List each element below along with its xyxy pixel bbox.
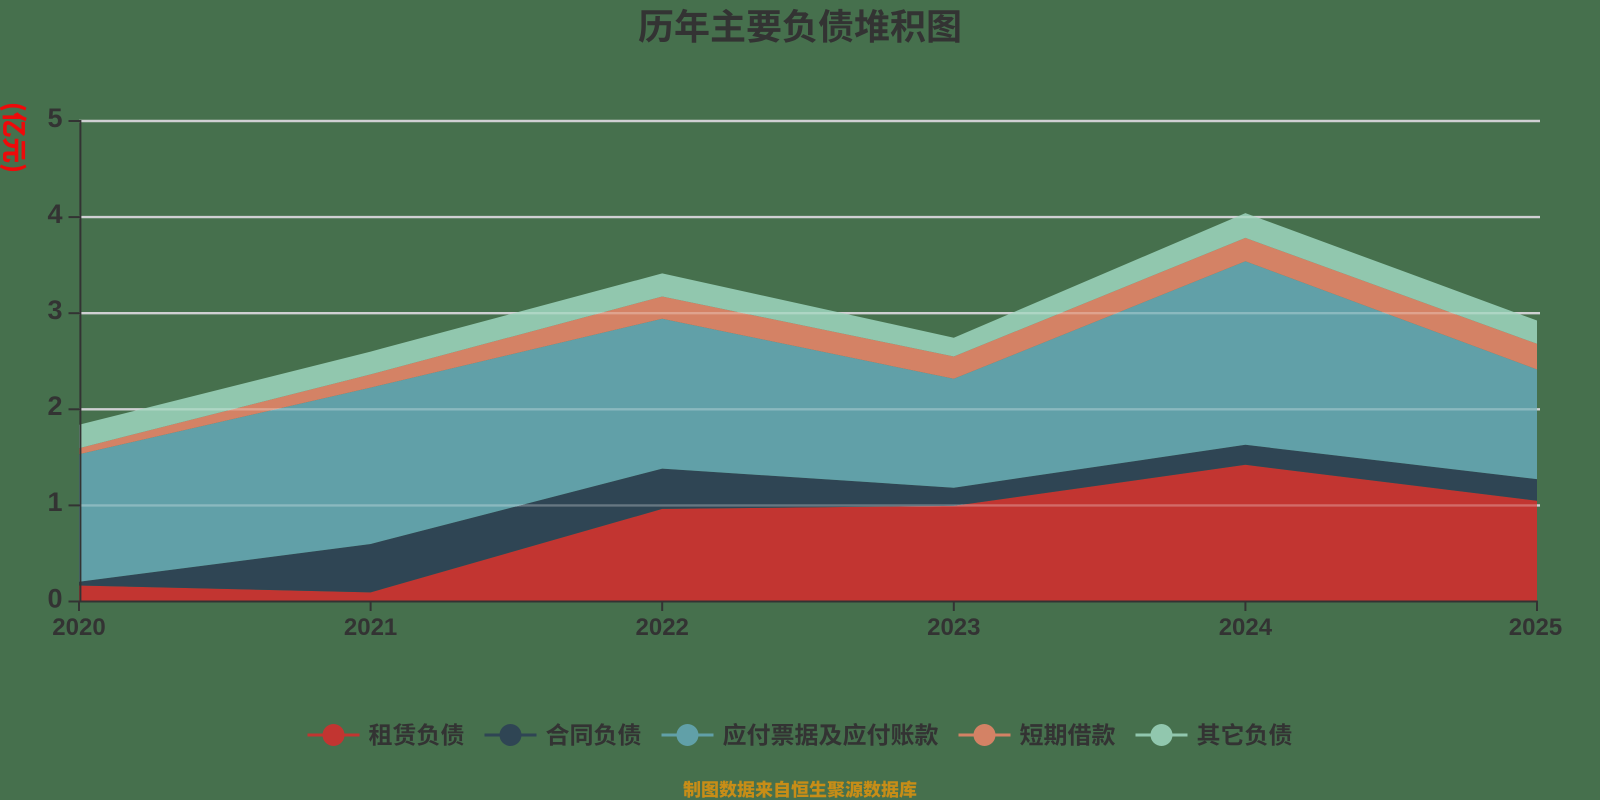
svg-text:2: 2	[47, 391, 62, 421]
svg-text:5: 5	[47, 103, 62, 133]
svg-text:3: 3	[47, 295, 62, 325]
svg-text:2020: 2020	[52, 614, 105, 641]
svg-text:4: 4	[47, 199, 62, 229]
svg-text:1: 1	[47, 487, 62, 517]
svg-text:2022: 2022	[636, 614, 689, 641]
svg-text:2023: 2023	[927, 614, 980, 641]
svg-text:2024: 2024	[1219, 614, 1273, 641]
svg-text:2021: 2021	[344, 614, 397, 641]
svg-text:0: 0	[47, 583, 62, 613]
svg-text:2025: 2025	[1509, 614, 1562, 641]
